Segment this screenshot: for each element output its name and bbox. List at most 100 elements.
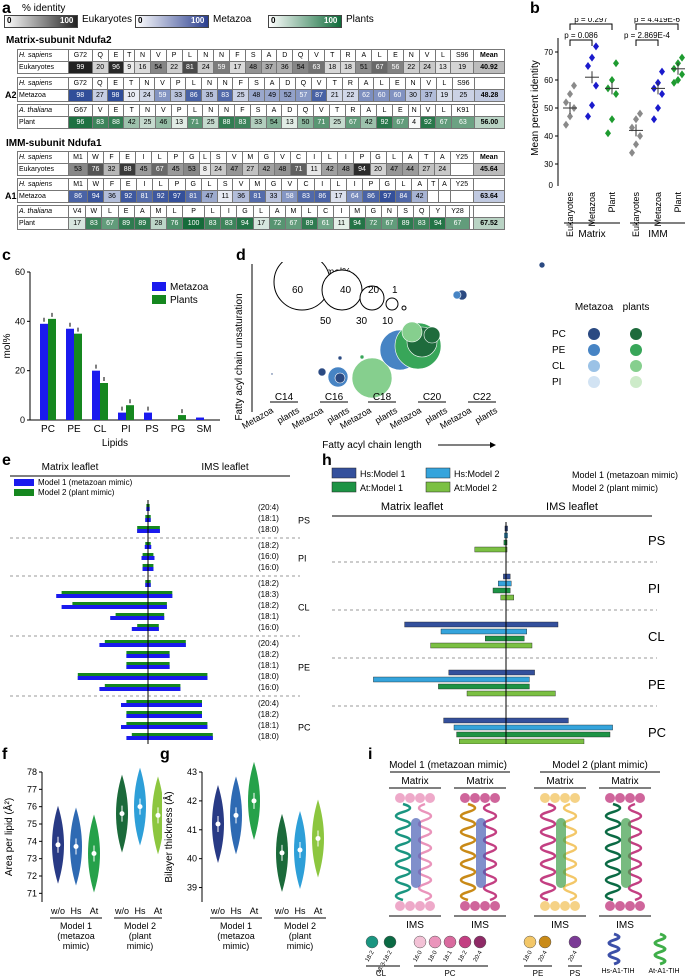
- residue-cell: E: [107, 77, 124, 90]
- legend-swatch-plants: [630, 360, 642, 372]
- lipid-legend-swatch: [568, 935, 582, 949]
- x-axis-arrowhead: [490, 442, 496, 448]
- identity-cell: 87: [310, 89, 328, 102]
- group-label: CL: [298, 603, 310, 613]
- residue-cell: V: [154, 104, 172, 117]
- residue-cell: N: [202, 104, 220, 117]
- lipid-legend-swatch: [383, 935, 397, 949]
- species-label: (18:0): [258, 672, 279, 681]
- identity-cell: 97: [378, 190, 396, 203]
- lipid-head: [615, 901, 625, 911]
- legend-swatch: [425, 467, 451, 479]
- lipid-legend-swatch: [365, 935, 379, 949]
- identity-cell: 46: [154, 116, 172, 129]
- lipid-head: [490, 793, 500, 803]
- identity-cell: 92: [419, 116, 437, 129]
- residue-cell: R: [342, 77, 359, 90]
- data-point: [593, 42, 599, 51]
- residue-cell: G: [236, 205, 254, 218]
- identity-legend-max: 100: [60, 16, 74, 25]
- x-tick-label: Plant: [673, 192, 683, 213]
- group-label: PS: [298, 516, 310, 526]
- lipid-head: [625, 793, 635, 803]
- identity-cell: 11: [306, 163, 323, 176]
- identity-cell: 42: [321, 163, 339, 176]
- panel-c-chart: mol% 0 20 40 60 PC PE CL PI PS PG SM Lipids Metazoa Pl…: [2, 267, 220, 449]
- residue-cell: L: [376, 104, 393, 117]
- residue-cell: Q: [295, 77, 312, 90]
- identity-cell: [468, 217, 475, 230]
- residue-cell: E: [387, 49, 404, 62]
- data-point: [589, 101, 595, 110]
- identity-cell: 62: [357, 89, 375, 102]
- species-label: (18:0): [258, 732, 279, 741]
- species-label: (16:0): [258, 743, 279, 744]
- residue-cell: C: [317, 205, 335, 218]
- residue-cell: V: [419, 104, 437, 117]
- data-point: [567, 90, 573, 98]
- side-label-a2: A2: [5, 90, 17, 100]
- residue-cell: A: [260, 49, 278, 62]
- chain-length-label: C16: [325, 392, 344, 403]
- residue-cell: N: [404, 77, 422, 90]
- panel-label-d: d: [236, 247, 246, 264]
- y-tick-label: 72: [27, 871, 37, 881]
- mean-cell: 67.52: [473, 217, 505, 230]
- lipid-chain: [539, 802, 557, 902]
- mean-cell: 48.28: [474, 89, 505, 102]
- identity-cell: 36: [276, 61, 294, 74]
- violin-median: [137, 804, 143, 810]
- identity-cell: [449, 190, 475, 203]
- residue-cell: V: [273, 151, 291, 164]
- identity-cell: 67: [284, 217, 302, 230]
- section-label: IMM: [648, 229, 667, 240]
- residue-cell: M: [348, 205, 366, 218]
- identity-cell: 67: [380, 217, 399, 230]
- identity-legend-title: % identity: [22, 3, 66, 14]
- x-tick-label: PE: [67, 424, 81, 435]
- identity-cell: 67: [344, 116, 362, 129]
- residue-cell: P: [353, 151, 371, 164]
- residue-cell: L: [185, 77, 203, 90]
- model-label: Model 1: [220, 921, 252, 931]
- identity-cell: 92: [152, 190, 170, 203]
- identity-cell: 47: [385, 163, 403, 176]
- identity-row: H. sapiens G72 Q E T N V P L N N F S A D Q V T R A L E N V L S96: [17, 77, 505, 90]
- residue-cell: K91: [451, 104, 475, 117]
- model-label: (metazoa: [57, 931, 95, 941]
- lipid-chain: [394, 802, 412, 902]
- violin-median: [315, 835, 321, 841]
- residue-cell: P: [167, 151, 185, 164]
- residue-cell: E: [389, 77, 406, 90]
- residue-cell: T: [427, 178, 440, 191]
- identity-legend-bar: [4, 15, 78, 28]
- identity-cell: 94: [429, 217, 447, 230]
- identity-cell: 8: [199, 163, 211, 176]
- lipid-head: [625, 901, 635, 911]
- x-tick-label: PG: [171, 424, 186, 435]
- identity-cell: 44: [401, 163, 419, 176]
- lipid-head: [405, 793, 415, 803]
- residue-cell: A: [360, 104, 378, 117]
- identity-cell: 11: [333, 217, 350, 230]
- residue-cell: M: [241, 151, 259, 164]
- identity-cell: 36: [103, 190, 121, 203]
- lipid-group-label: PC: [444, 969, 455, 978]
- identity-cell: 53: [183, 163, 201, 176]
- identity-cell: 42: [123, 116, 141, 129]
- identity-cell: 67: [445, 217, 470, 230]
- identity-cell: 25: [451, 89, 476, 102]
- residue-cell: P: [362, 178, 380, 191]
- size-legend-bubble: [401, 305, 407, 311]
- contact-bar: [497, 580, 512, 587]
- residue-cell: E: [107, 104, 125, 117]
- contact-bar: [453, 724, 613, 731]
- contact-bar: [438, 683, 530, 690]
- data-point: [633, 115, 639, 124]
- lipid-head: [470, 793, 480, 803]
- residue-cell: A: [355, 49, 373, 62]
- residue-cell: T: [123, 104, 141, 117]
- identity-table: A. thaliana G67 V E T N V P L N N F S A D Q V T R A L E N V L K91…: [17, 104, 506, 129]
- identity-cell: 97: [168, 190, 186, 203]
- legend-swatch: [425, 481, 451, 493]
